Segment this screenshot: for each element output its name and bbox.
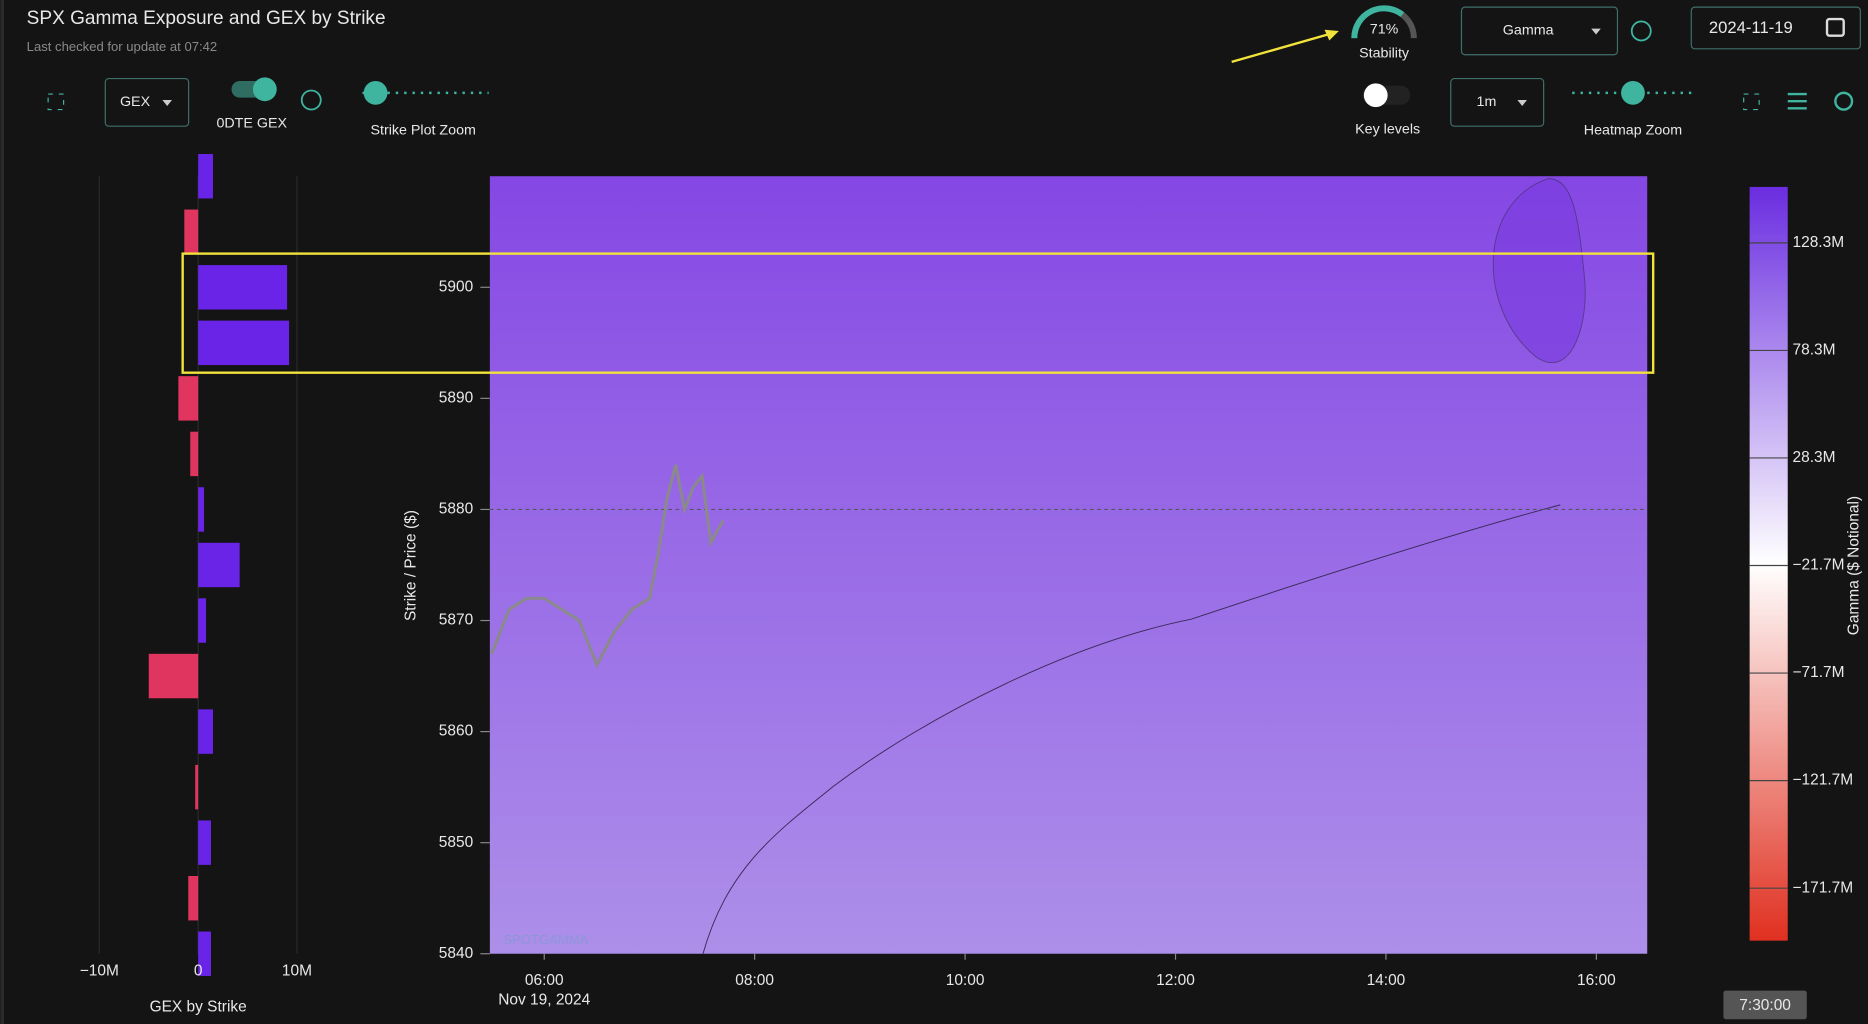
time-badge: 7:30:00	[1723, 990, 1807, 1020]
colorbar-title: Gamma ($ Notional)	[1846, 496, 1863, 635]
watermark: SPOTGAMMA	[503, 932, 588, 947]
time-badge-text: 7:30:00	[1739, 997, 1791, 1014]
y-tick-label: 5850	[439, 834, 473, 851]
theme-icon[interactable]	[1834, 91, 1854, 111]
y-tick-label: 5880	[439, 501, 473, 518]
heatmap-zoom-label: Heatmap Zoom	[1584, 123, 1682, 139]
x-tick-label: 10M	[282, 963, 312, 980]
slider-knob[interactable]	[1621, 80, 1645, 105]
gauge-value	[1351, 5, 1405, 39]
x-tick-label: 0	[194, 963, 203, 980]
y-tick-label: 5900	[439, 278, 473, 295]
colorbar-tick-label: 78.3M	[1792, 342, 1835, 359]
date-text: 2024-11-19	[1709, 18, 1793, 37]
date-picker[interactable]: 2024-11-19	[1690, 6, 1861, 50]
arrow	[1231, 32, 1333, 64]
gex-bar	[198, 154, 213, 199]
contour	[702, 504, 1561, 954]
contour	[1492, 178, 1586, 364]
x-tick-label: 12:00	[1156, 972, 1195, 989]
interval-select[interactable]: 1m	[1450, 77, 1545, 127]
gex-bar	[178, 376, 199, 421]
greek-select[interactable]: Gamma	[1460, 6, 1619, 56]
gex-select[interactable]: GEX	[104, 77, 190, 127]
arrow-head	[1324, 29, 1339, 41]
subtitle: Last checked for update at 07:42	[27, 39, 218, 54]
key-levels-label: Key levels	[1355, 122, 1420, 138]
slider-knob[interactable]	[363, 80, 388, 105]
toggle-knob	[1363, 83, 1388, 108]
edge	[0, 0, 5, 1024]
colorbar-tick-label: −121.7M	[1792, 772, 1853, 789]
gex-bar	[198, 709, 213, 754]
colorbar-tick-label: 28.3M	[1792, 449, 1835, 466]
x-tick-label: 06:00	[525, 972, 564, 989]
x-tick-label: −10M	[80, 963, 119, 980]
stability-value: 71%	[1370, 22, 1399, 38]
colorbar-tick-label: −71.7M	[1792, 664, 1844, 681]
gex-bar	[195, 764, 199, 810]
y-axis-title: Strike / Price ($)	[402, 510, 419, 621]
x-axis-title: GEX by Strike	[150, 998, 247, 1015]
gex-bar	[188, 875, 199, 921]
settings-icon[interactable]	[1787, 92, 1807, 110]
x-date-label: Nov 19, 2024	[498, 991, 590, 1008]
colorbar-tick-label: −171.7M	[1792, 879, 1853, 896]
expand-icon[interactable]	[47, 93, 65, 111]
gex-bar	[148, 653, 199, 699]
y-tick-label: 5840	[439, 945, 473, 962]
info-icon[interactable]	[1630, 20, 1652, 42]
gex-select-text: GEX	[120, 94, 151, 110]
x-tick-label: 16:00	[1577, 972, 1616, 989]
greek-select-text: Gamma	[1503, 23, 1554, 39]
gex-bar	[198, 598, 207, 643]
colorbar	[1749, 186, 1788, 941]
price-line	[490, 464, 725, 669]
colorbar-tick-label: 128.3M	[1792, 234, 1844, 251]
gex-bar	[184, 209, 199, 254]
strike-zoom-label: Strike Plot Zoom	[370, 123, 475, 139]
expand-icon[interactable]	[1743, 93, 1760, 111]
x-tick-label: 10:00	[946, 972, 985, 989]
info-icon[interactable]	[300, 89, 322, 111]
interval-select-text: 1m	[1477, 94, 1497, 110]
gex-bar	[198, 931, 211, 976]
gex-bar	[198, 542, 240, 588]
colorbar-tick-label: −21.7M	[1792, 557, 1844, 574]
y-tick-label: 5890	[439, 389, 473, 406]
y-tick-label: 5860	[439, 723, 473, 740]
odte-label: 0DTE GEX	[216, 116, 287, 132]
gex-bar	[190, 431, 199, 477]
gex-bar	[198, 265, 288, 310]
highlight-box	[181, 252, 1655, 374]
toggle-knob	[252, 77, 277, 102]
gex-bar	[198, 820, 211, 865]
gex-bar	[198, 320, 290, 366]
x-tick-label: 08:00	[735, 972, 774, 989]
gex-bar	[198, 487, 205, 532]
x-tick-label: 14:00	[1367, 972, 1406, 989]
y-tick-label: 5870	[439, 612, 473, 629]
stability-caption: Stability	[1359, 45, 1410, 61]
heatmap	[489, 176, 1648, 954]
title: SPX Gamma Exposure and GEX by Strike	[27, 8, 386, 29]
